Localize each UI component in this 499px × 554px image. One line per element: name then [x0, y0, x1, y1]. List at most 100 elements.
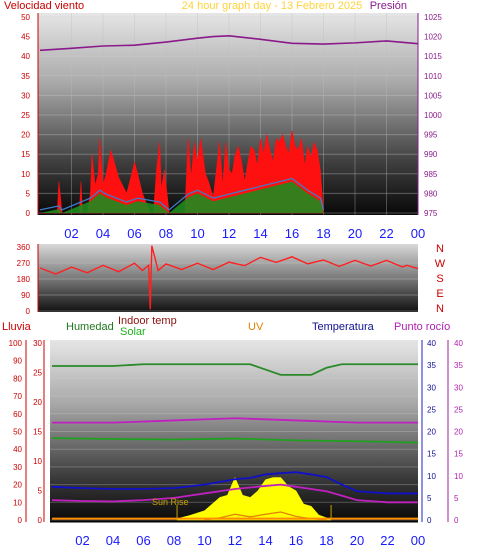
pressure-tick-label: 980: [424, 189, 438, 198]
rain-tick-label: 30: [13, 463, 22, 472]
temperature-tick-label: 15: [427, 450, 436, 459]
compass-label: S: [436, 273, 443, 285]
x-tick-label-bottom: 02: [75, 533, 89, 548]
legend-solar: Solar: [120, 326, 146, 338]
rain-tick-label: 10: [13, 498, 22, 507]
pressure-tick-label: 1025: [424, 13, 442, 22]
temperature-tick-label: 25: [427, 405, 436, 414]
compass-label: E: [436, 288, 443, 300]
dewpoint-tick-label: 25: [454, 405, 463, 414]
dewpoint-tick-label: 10: [454, 472, 463, 481]
dewpoint-tick-label: 35: [454, 361, 463, 370]
legend-lluvia: Lluvia: [2, 321, 32, 333]
wind-average-line: [39, 177, 325, 211]
x-tick-label-top: 14: [253, 226, 267, 241]
x-tick-label-bottom: 08: [167, 533, 181, 548]
rain-tick-label: 70: [13, 392, 22, 401]
wind-tick-label: 20: [21, 131, 30, 140]
pressure-line: [39, 35, 419, 52]
x-tick-label-top: 04: [96, 226, 110, 241]
humidity-tick-label: 20: [33, 398, 42, 407]
temperature-tick-label: 5: [427, 494, 432, 503]
wind-average-area: [40, 181, 324, 213]
pressure-tick-label: 1020: [424, 33, 442, 42]
legend-indoor-temp: Indoor temp: [118, 315, 177, 327]
direction-tick-label: 360: [17, 243, 31, 252]
temperature-tick-label: 10: [427, 472, 436, 481]
rain-tick-label: 40: [13, 445, 22, 454]
rain-tick-label: 20: [13, 481, 22, 490]
wind-tick-label: 25: [21, 111, 30, 120]
humidity-line: [52, 363, 418, 376]
x-tick-label-bottom: 12: [228, 533, 242, 548]
wind-tick-label: 45: [21, 33, 30, 42]
x-tick-label-top: 00: [411, 226, 425, 241]
temperature-line: [51, 471, 418, 495]
x-tick-label-top: 20: [348, 226, 362, 241]
wind-tick-label: 30: [21, 91, 30, 100]
x-tick-label-bottom: 00: [411, 533, 425, 548]
legend-punto-rocio: Punto rocío: [394, 321, 450, 333]
x-tick-label-top: 16: [285, 226, 299, 241]
wind-tick-label: 10: [21, 170, 30, 179]
x-tick-label-top: 08: [159, 226, 173, 241]
chart-title: 24 hour graph day - 13 Febrero 2025: [182, 0, 362, 12]
compass-label: N: [436, 243, 444, 255]
direction-tick-label: 0: [26, 307, 31, 316]
x-tick-label-bottom: 04: [106, 533, 120, 548]
wind-tick-label: 50: [21, 13, 30, 22]
temperature-tick-label: 35: [427, 361, 436, 370]
wind-speed-label: Velocidad viento: [4, 0, 84, 12]
temperature-tick-label: 40: [427, 339, 436, 348]
dewpoint-tick-label: 20: [454, 428, 463, 437]
pressure-label: Presión: [370, 0, 407, 12]
rain-tick-label: 0: [18, 516, 23, 525]
axes-layer: 0510152025303540455097598098599099510001…: [9, 13, 463, 548]
wind-tick-label: 40: [21, 52, 30, 61]
rain-tick-label: 80: [13, 374, 22, 383]
wind-tick-label: 15: [21, 150, 30, 159]
pressure-tick-label: 1005: [424, 91, 442, 100]
marks-layer: [39, 35, 419, 521]
dewpoint-tick-label: 15: [454, 450, 463, 459]
rain-tick-label: 100: [9, 339, 23, 348]
humidity-tick-label: 15: [33, 428, 42, 437]
x-tick-label-bottom: 10: [197, 533, 211, 548]
direction-tick-label: 270: [17, 259, 31, 268]
x-tick-label-top: 02: [64, 226, 78, 241]
rain-tick-label: 90: [13, 357, 22, 366]
humidity-tick-label: 30: [33, 339, 42, 348]
dewpoint-tick-label: 30: [454, 383, 463, 392]
direction-tick-label: 180: [17, 275, 31, 284]
pressure-tick-label: 1010: [424, 72, 442, 81]
sunrise-annotation: Sun Rise: [152, 497, 189, 507]
wind-tick-label: 35: [21, 72, 30, 81]
x-tick-label-bottom: 22: [380, 533, 394, 548]
compass-label: W: [435, 258, 446, 270]
temperature-tick-label: 30: [427, 383, 436, 392]
wind-tick-label: 5: [26, 189, 31, 198]
x-tick-label-bottom: 18: [319, 533, 333, 548]
x-tick-label-top: 10: [190, 226, 204, 241]
rain-tick-label: 50: [13, 428, 22, 437]
direction-panel-background: [38, 244, 418, 312]
legend-uv: UV: [248, 321, 264, 333]
direction-tick-label: 90: [21, 291, 30, 300]
humidity-tick-label: 25: [33, 369, 42, 378]
x-tick-label-bottom: 06: [136, 533, 150, 548]
x-tick-label-top: 18: [316, 226, 330, 241]
dewpoint-tick-label: 5: [454, 494, 459, 503]
dewpoint-tick-label: 40: [454, 339, 463, 348]
wind-tick-label: 0: [26, 209, 31, 218]
humidity-tick-label: 0: [38, 516, 43, 525]
dewpoint-line: [52, 417, 418, 424]
temperature-tick-label: 20: [427, 428, 436, 437]
compass-label: N: [436, 303, 444, 315]
legend-temperatura: Temperatura: [312, 321, 375, 333]
dewpoint-tick-label: 0: [454, 516, 459, 525]
humidity-tick-label: 5: [38, 487, 43, 496]
x-tick-label-bottom: 16: [289, 533, 303, 548]
temperature-tick-label: 0: [427, 516, 432, 525]
humidity-tick-label: 10: [33, 457, 42, 466]
